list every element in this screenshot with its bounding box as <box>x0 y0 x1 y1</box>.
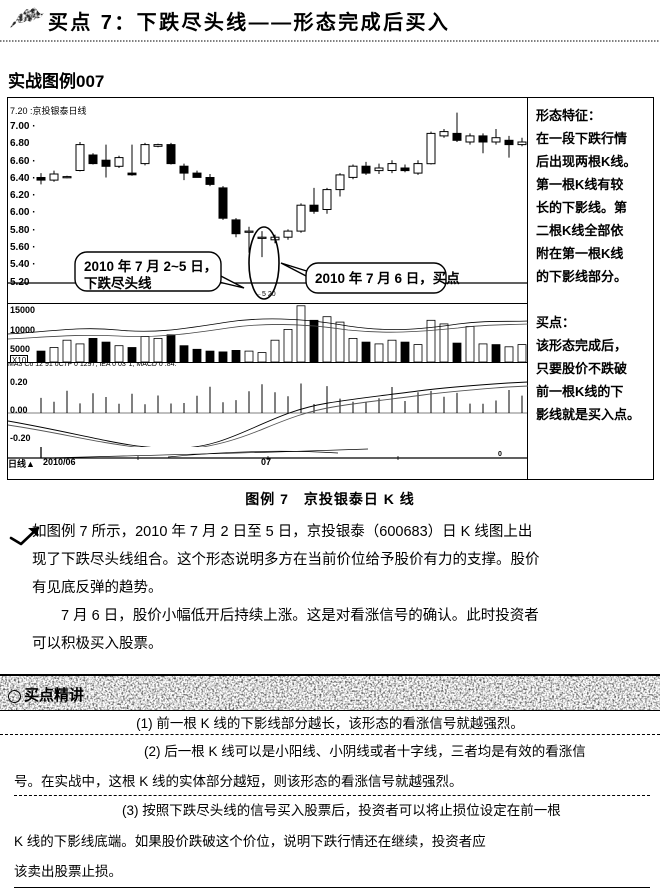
svg-text:0: 0 <box>498 451 502 458</box>
